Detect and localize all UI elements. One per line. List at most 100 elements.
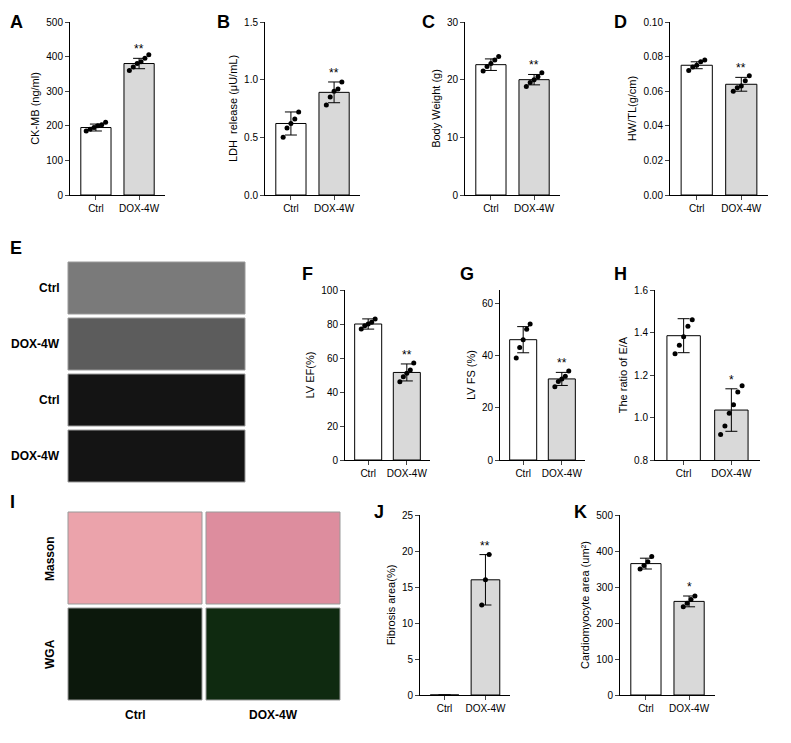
svg-text:H: H xyxy=(614,264,627,284)
svg-text:Ctrl: Ctrl xyxy=(437,703,453,714)
svg-text:J: J xyxy=(374,502,384,522)
svg-text:Ctrl: Ctrl xyxy=(638,703,654,714)
svg-text:100: 100 xyxy=(596,654,613,665)
svg-text:K: K xyxy=(574,502,587,522)
svg-text:Ctrl: Ctrl xyxy=(39,393,60,407)
svg-text:0.06: 0.06 xyxy=(644,86,664,97)
svg-text:40: 40 xyxy=(327,387,339,398)
svg-text:0.08: 0.08 xyxy=(644,51,664,62)
svg-text:Ctrl: Ctrl xyxy=(88,203,104,214)
svg-text:100: 100 xyxy=(321,285,338,296)
svg-text:WGA: WGA xyxy=(43,639,57,669)
svg-text:**: ** xyxy=(402,348,412,362)
svg-text:DOX-4W: DOX-4W xyxy=(11,337,60,351)
svg-text:*: * xyxy=(687,580,692,594)
svg-text:500: 500 xyxy=(46,17,63,28)
svg-text:400: 400 xyxy=(46,51,63,62)
svg-text:500: 500 xyxy=(596,510,613,521)
svg-text:0: 0 xyxy=(407,690,413,701)
svg-text:80: 80 xyxy=(327,319,339,330)
svg-text:F: F xyxy=(302,264,313,284)
svg-text:Ctrl: Ctrl xyxy=(360,468,376,479)
svg-text:Ctrl: Ctrl xyxy=(483,203,499,214)
svg-text:Cardiomyocyte area (um²): Cardiomyocyte area (um²) xyxy=(579,541,591,669)
svg-text:0.00: 0.00 xyxy=(644,190,664,201)
svg-text:DOX-4W: DOX-4W xyxy=(669,703,710,714)
svg-text:1.4: 1.4 xyxy=(634,327,648,338)
svg-text:Fibrosis area(%): Fibrosis area(%) xyxy=(385,565,397,646)
svg-text:0.5: 0.5 xyxy=(244,132,258,143)
svg-text:0.04: 0.04 xyxy=(644,120,664,131)
svg-text:DOX-4W: DOX-4W xyxy=(11,449,60,463)
svg-text:Ctrl: Ctrl xyxy=(39,281,60,295)
svg-text:**: ** xyxy=(329,66,339,80)
svg-text:1.6: 1.6 xyxy=(634,285,648,296)
svg-text:300: 300 xyxy=(46,86,63,97)
svg-text:The ratio of E/A: The ratio of E/A xyxy=(617,336,629,413)
svg-text:40: 40 xyxy=(482,350,494,361)
svg-text:**: ** xyxy=(736,61,746,75)
svg-text:0: 0 xyxy=(57,190,63,201)
svg-text:0.0: 0.0 xyxy=(244,190,258,201)
svg-text:20: 20 xyxy=(327,421,339,432)
svg-text:DOX-4W: DOX-4W xyxy=(711,468,752,479)
svg-text:300: 300 xyxy=(596,582,613,593)
svg-text:1.5: 1.5 xyxy=(244,17,258,28)
svg-text:1.0: 1.0 xyxy=(244,74,258,85)
svg-text:100: 100 xyxy=(46,155,63,166)
svg-text:Ctrl: Ctrl xyxy=(515,468,531,479)
svg-text:20: 20 xyxy=(447,74,459,85)
svg-text:LV EF(%): LV EF(%) xyxy=(304,352,316,399)
svg-text:**: ** xyxy=(529,58,539,72)
svg-text:DOX-4W: DOX-4W xyxy=(721,203,762,214)
svg-text:20: 20 xyxy=(482,402,494,413)
svg-text:0: 0 xyxy=(332,455,338,466)
svg-text:DOX-4W: DOX-4W xyxy=(514,203,555,214)
svg-text:0.8: 0.8 xyxy=(634,455,648,466)
svg-text:Ctrl: Ctrl xyxy=(125,708,146,722)
svg-text:400: 400 xyxy=(596,546,613,557)
svg-text:LDH release (μU/mL): LDH release (μU/mL) xyxy=(227,55,239,162)
svg-text:0: 0 xyxy=(487,455,493,466)
svg-text:A: A xyxy=(10,12,23,32)
svg-text:B: B xyxy=(217,12,230,32)
svg-text:200: 200 xyxy=(46,120,63,131)
svg-text:0.02: 0.02 xyxy=(644,155,664,166)
svg-text:Masson: Masson xyxy=(43,536,57,581)
svg-text:D: D xyxy=(614,12,627,32)
svg-text:Ctrl: Ctrl xyxy=(689,203,705,214)
svg-text:1.0: 1.0 xyxy=(634,412,648,423)
svg-text:0.10: 0.10 xyxy=(644,17,664,28)
svg-text:60: 60 xyxy=(482,298,494,309)
svg-text:DOX-4W: DOX-4W xyxy=(387,468,428,479)
svg-text:Ctrl: Ctrl xyxy=(676,468,692,479)
svg-text:DOX-4W: DOX-4W xyxy=(249,708,298,722)
svg-text:I: I xyxy=(10,492,15,512)
svg-text:LV FS (%): LV FS (%) xyxy=(465,350,477,400)
svg-text:C: C xyxy=(422,12,435,32)
svg-text:**: ** xyxy=(480,539,490,553)
svg-text:DOX-4W: DOX-4W xyxy=(119,203,160,214)
svg-text:**: ** xyxy=(134,42,144,56)
svg-text:25: 25 xyxy=(402,510,414,521)
svg-text:*: * xyxy=(729,373,734,387)
svg-text:DOX-4W: DOX-4W xyxy=(465,703,506,714)
svg-text:20: 20 xyxy=(402,546,414,557)
svg-text:30: 30 xyxy=(447,17,459,28)
svg-text:10: 10 xyxy=(402,618,414,629)
svg-text:E: E xyxy=(10,238,22,258)
svg-text:DOX-4W: DOX-4W xyxy=(314,203,355,214)
svg-text:DOX-4W: DOX-4W xyxy=(542,468,583,479)
svg-text:HW/TL(g/cm): HW/TL(g/cm) xyxy=(626,76,638,141)
svg-text:60: 60 xyxy=(327,353,339,364)
svg-text:0: 0 xyxy=(607,690,613,701)
svg-text:200: 200 xyxy=(596,618,613,629)
svg-text:1.2: 1.2 xyxy=(634,370,648,381)
svg-text:15: 15 xyxy=(402,582,414,593)
svg-text:CK-MB (ng/ml): CK-MB (ng/ml) xyxy=(29,72,41,145)
svg-text:**: ** xyxy=(557,356,567,370)
svg-text:Ctrl: Ctrl xyxy=(283,203,299,214)
svg-text:5: 5 xyxy=(407,654,413,665)
svg-text:Body Weight (g): Body Weight (g) xyxy=(430,69,442,148)
svg-text:0: 0 xyxy=(452,190,458,201)
